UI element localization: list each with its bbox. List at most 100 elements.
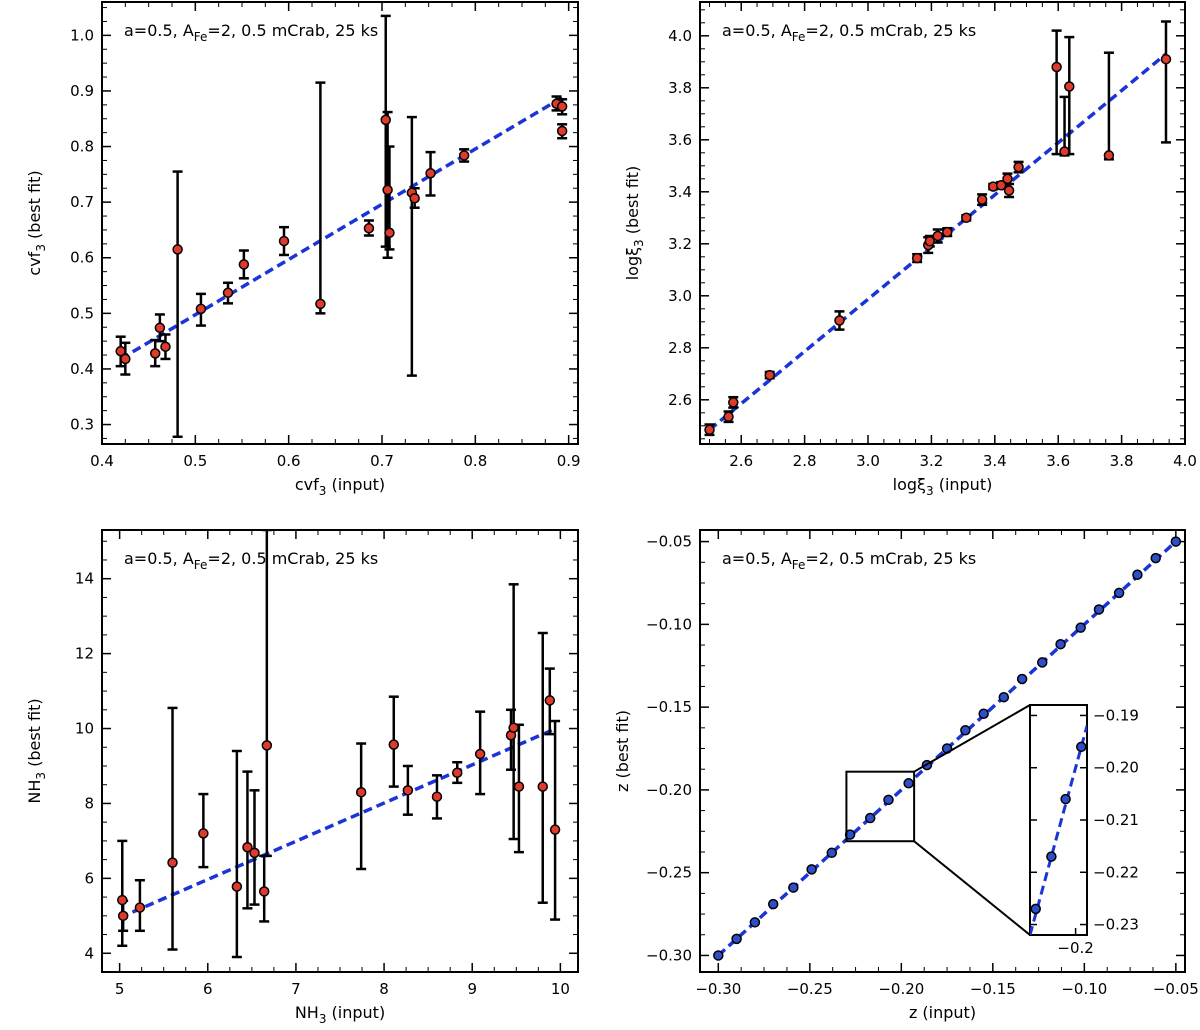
data-point	[1075, 622, 1086, 633]
y-tick-label: 2.6	[668, 391, 692, 409]
plot-frame	[699, 1, 1186, 445]
x-tick-label: 9	[467, 980, 477, 998]
x-axis-label: cvf3 (input)	[295, 475, 385, 498]
data-point	[883, 794, 894, 806]
data-point	[961, 212, 972, 224]
data-point	[474, 748, 486, 760]
inset-y-tick-label: −0.20	[1093, 759, 1139, 777]
x-tick-label: 10	[551, 980, 570, 998]
data-point	[117, 910, 129, 922]
data-point	[120, 353, 131, 365]
y-axis-label: z (best fit)	[613, 710, 632, 792]
plot-frame	[699, 529, 1186, 973]
error-bar	[537, 631, 548, 904]
error-bar	[242, 770, 253, 910]
axis-ticks	[102, 530, 578, 973]
data-point	[723, 411, 734, 422]
error-bar	[1064, 35, 1075, 156]
axis-ticks	[700, 2, 1186, 444]
inset-y-tick-label: −0.22	[1093, 863, 1139, 881]
x-tick-label: −0.10	[1061, 980, 1107, 998]
error-bar	[315, 81, 326, 315]
y-tick-label: −0.20	[646, 781, 692, 799]
fit-line	[118, 726, 557, 920]
annotation-text: a=0.5, AFe=2, 0.5 mCrab, 25 ks	[124, 549, 378, 572]
data-point	[384, 227, 395, 238]
data-point	[363, 223, 375, 234]
data-point	[1055, 638, 1066, 650]
x-tick-label: −0.25	[787, 980, 833, 998]
zoom-source-box	[845, 770, 916, 843]
x-tick-label: 3.8	[1110, 452, 1134, 470]
data-point	[960, 725, 971, 736]
error-bar	[249, 789, 260, 906]
data-point	[1160, 53, 1172, 65]
x-tick-label: 0.5	[183, 452, 207, 470]
data-point	[932, 230, 943, 242]
data-point	[315, 298, 326, 310]
panel-3: 5 6 7 8 9 10 4 6 8 10 12 14 NH3 (input) NH3 (best fit…	[25, 529, 579, 1026]
data-point	[258, 886, 270, 897]
data-point	[278, 235, 290, 247]
data-point	[195, 303, 207, 315]
error-bar	[1051, 29, 1062, 156]
y-tick-label: 2.8	[668, 339, 692, 357]
y-tick-label: 4	[84, 944, 94, 962]
data-point	[976, 194, 988, 205]
x-tick-label: 0.4	[90, 452, 114, 470]
x-tick-label: −0.15	[970, 980, 1016, 998]
x-axis-label: logξ3 (input)	[893, 475, 993, 498]
data-point	[749, 917, 761, 928]
data-point	[355, 786, 367, 798]
y-tick-label: 12	[75, 645, 94, 663]
data-point	[222, 287, 234, 299]
x-axis-label: NH3 (input)	[295, 1003, 385, 1026]
inset-data-point	[1030, 903, 1041, 915]
data-point	[198, 828, 209, 839]
x-tick-label: 3.6	[1046, 452, 1070, 470]
data-point	[864, 812, 876, 824]
data-point	[380, 114, 391, 126]
data-point	[409, 193, 420, 204]
data-point	[167, 857, 178, 868]
data-point	[231, 881, 243, 892]
y-tick-label: 3.4	[668, 183, 692, 201]
data-point	[242, 842, 253, 853]
zoom-connector	[913, 704, 1031, 773]
y-tick-label: 0.9	[70, 82, 94, 100]
data-point	[537, 781, 548, 792]
zoom-connector	[913, 840, 1031, 936]
data-point	[117, 894, 128, 906]
error-bar	[172, 170, 183, 439]
x-tick-label: 0.9	[557, 452, 581, 470]
data-point	[402, 785, 414, 796]
data-layer	[115, 14, 568, 439]
data-point	[1150, 552, 1161, 564]
data-point	[556, 101, 568, 112]
data-point	[1103, 150, 1115, 161]
data-point	[978, 708, 989, 720]
inset-data-point	[1076, 741, 1087, 753]
inset-x-tick-label: −0.2	[1057, 939, 1093, 957]
x-tick-label: 6	[203, 980, 213, 998]
data-layer	[117, 530, 561, 959]
data-point	[1016, 673, 1028, 685]
data-point	[834, 315, 845, 326]
x-tick-label: 2.6	[729, 452, 753, 470]
y-tick-label: 0.8	[70, 138, 94, 156]
data-point	[767, 898, 779, 910]
inset-y-tick-label: −0.21	[1093, 811, 1139, 829]
inset-fit-line	[1030, 725, 1087, 935]
data-point	[704, 424, 715, 435]
x-tick-label: 8	[379, 980, 389, 998]
x-tick-label: −0.05	[1153, 980, 1199, 998]
data-point	[388, 739, 400, 750]
inset-data-point	[1060, 793, 1071, 805]
y-tick-label: 4.0	[668, 27, 692, 45]
data-point	[1013, 161, 1024, 173]
data-point	[764, 369, 775, 381]
y-tick-label: −0.15	[646, 698, 692, 716]
data-point	[172, 244, 183, 255]
y-tick-label: 0.6	[70, 249, 94, 267]
annotation-text: a=0.5, AFe=2, 0.5 mCrab, 25 ks	[124, 21, 378, 44]
